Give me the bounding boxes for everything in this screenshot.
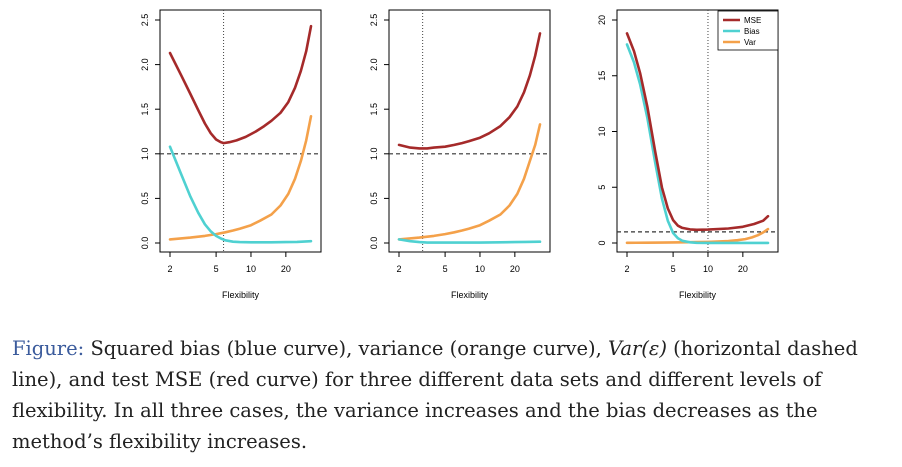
x-tick-label: 2	[167, 264, 172, 274]
y-tick-label: 10	[597, 126, 607, 136]
mse-curve	[168, 24, 313, 145]
bias-curve	[397, 238, 542, 244]
chart-panel-1: 0.0 0.5 1.0 1.5 2.0 2.5 2 5 10 20 Flexibility	[140, 9, 322, 300]
y-tick-label: 2.5	[140, 14, 150, 27]
y-tick-label: 15	[597, 71, 607, 81]
x-tick-label: 20	[281, 264, 291, 274]
y-tick-label: 0.5	[140, 192, 150, 205]
bias-curve	[625, 43, 770, 245]
y-tick-label: 1.5	[140, 103, 150, 116]
mse-curve	[397, 32, 542, 150]
plot-frame	[388, 9, 551, 253]
bias-curve	[168, 145, 313, 244]
y-tick-label: 5	[597, 185, 607, 190]
figure-caption: Figure: Squared bias (blue curve), varia…	[12, 333, 892, 457]
x-tick-label: 2	[624, 264, 629, 274]
x-tick-label: 10	[703, 264, 713, 274]
x-tick-label: 5	[443, 264, 448, 274]
caption-text-2: (horizontal dashed line), and test MSE (…	[12, 337, 858, 453]
x-tick-label: 10	[475, 264, 485, 274]
y-tick-label: 0.5	[369, 192, 379, 205]
legend-label-bias: Bias	[744, 27, 760, 36]
var-curve	[168, 115, 313, 241]
chart-panel-2: 0.0 0.5 1.0 1.5 2.0 2.5 2 5 10 20 Flexibility	[369, 9, 551, 300]
x-tick-label: 20	[738, 264, 748, 274]
legend: MSE Bias Var	[717, 10, 779, 51]
x-tick-label: 2	[396, 264, 401, 274]
var-curve	[397, 123, 542, 241]
figure-panels: 0.00.51.01.52.02.52 5 10 20Flexibility0.00.…	[140, 9, 779, 300]
y-tick-label: 1.0	[369, 148, 379, 161]
x-tick-label: 5	[671, 264, 676, 274]
caption-label: Figure:	[12, 337, 85, 360]
y-tick-label: 20	[597, 15, 607, 25]
caption-math: Var(ε)	[608, 337, 667, 360]
caption-text-1: Squared bias (blue curve), variance (ora…	[84, 337, 609, 360]
y-tick-label: 2.0	[140, 58, 150, 71]
y-tick-label: 1.0	[140, 148, 150, 161]
y-tick-label: 2.5	[369, 14, 379, 27]
y-tick-label: 1.5	[369, 103, 379, 116]
y-tick-label: 0	[597, 240, 607, 245]
x-tick-label: 5	[214, 264, 219, 274]
mse-curve	[625, 32, 770, 232]
x-axis-label: Flexibility	[451, 290, 489, 300]
x-tick-label: 20	[510, 264, 520, 274]
x-axis-label: Flexibility	[222, 290, 260, 300]
y-tick-label: 0.0	[369, 237, 379, 250]
legend-label-mse: MSE	[744, 16, 761, 25]
y-tick-label: 0.0	[140, 237, 150, 250]
legend-label-var: Var	[744, 38, 756, 47]
x-tick-label: 10	[246, 264, 256, 274]
plot-frame	[159, 9, 322, 253]
var-curve	[625, 227, 770, 245]
y-tick-label: 2.0	[369, 58, 379, 71]
x-axis-label: Flexibility	[679, 290, 717, 300]
